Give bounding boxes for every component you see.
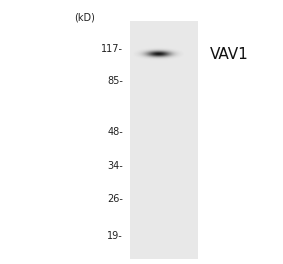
Text: 26-: 26- [107, 194, 123, 204]
FancyBboxPatch shape [130, 21, 198, 259]
Text: 48-: 48- [107, 127, 123, 137]
Text: 117-: 117- [101, 44, 123, 54]
Text: 85-: 85- [107, 76, 123, 86]
Text: 19-: 19- [107, 231, 123, 241]
Text: (kD): (kD) [74, 12, 95, 22]
Text: VAV1: VAV1 [209, 47, 248, 62]
Text: 34-: 34- [107, 161, 123, 171]
